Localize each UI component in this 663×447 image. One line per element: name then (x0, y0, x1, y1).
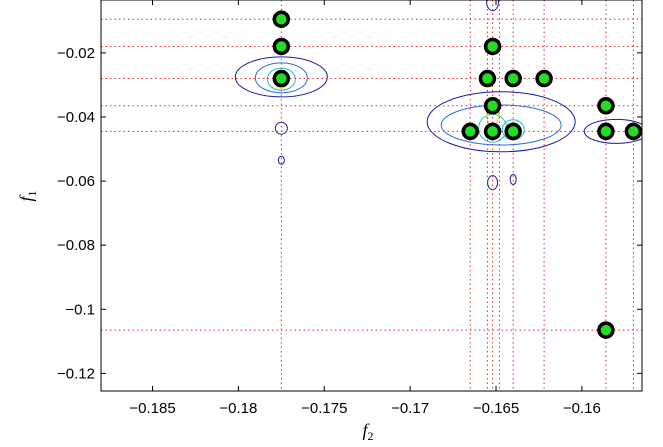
plot-background (101, 0, 642, 391)
data-point (483, 37, 502, 56)
data-point (272, 37, 291, 56)
y-tick-label: −0.1 (65, 301, 95, 318)
contour-ring (486, 0, 500, 12)
axis-ticks: −0.185 −0.18 −0.175 −0.17 −0.165 −0.16 −0.02 −0… (57, 0, 642, 417)
data-point (597, 97, 615, 115)
data-point (597, 321, 615, 339)
x-tick-label: −0.17 (391, 400, 429, 417)
contour-ring (509, 173, 517, 185)
x-tick-label: −0.175 (301, 400, 347, 417)
data-point (504, 69, 522, 88)
y-tick-label: −0.02 (57, 45, 95, 62)
x-tick-label: −0.18 (219, 400, 257, 417)
contour-ring (234, 56, 328, 98)
data-point (461, 122, 480, 141)
x-tick-label: −0.165 (473, 400, 519, 417)
data-point (597, 122, 615, 141)
data-point (272, 10, 291, 28)
contour-ring (254, 62, 308, 94)
x-axis-label: f2 (362, 420, 373, 443)
y-tick-label: −0.08 (57, 237, 95, 254)
data-point (624, 122, 642, 141)
data-point (483, 97, 502, 115)
contour-ring (277, 155, 285, 165)
data-point (535, 69, 553, 88)
y-tick-label: −0.12 (57, 365, 95, 382)
y-tick-label: −0.04 (57, 109, 95, 126)
x-tick-label: −0.185 (129, 400, 175, 417)
y-axis-label: f1 (16, 190, 39, 201)
data-point (504, 122, 522, 141)
data-point (478, 69, 497, 88)
contour-ring (426, 91, 576, 153)
contour-ring (583, 118, 642, 144)
x-tick-label: −0.16 (563, 400, 601, 417)
data-points (272, 10, 642, 339)
data-point (272, 69, 291, 88)
plot-frame (100, 0, 643, 392)
data-point (483, 122, 502, 141)
y-tick-label: −0.06 (57, 173, 95, 190)
